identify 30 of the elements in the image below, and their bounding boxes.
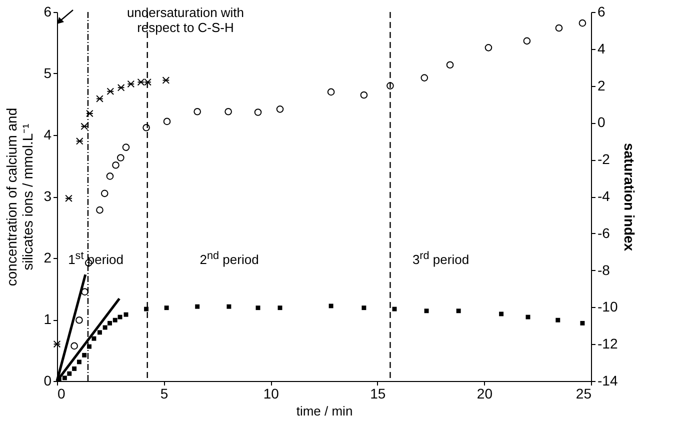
- y-tick-label: 6: [44, 4, 52, 20]
- y2-tick-label: -8: [598, 262, 610, 278]
- y-tick-label: 4: [44, 126, 52, 142]
- y-tick-label: 0: [44, 372, 52, 388]
- y2-tick-label: -4: [598, 188, 610, 204]
- y2-tick-label: -2: [598, 151, 610, 168]
- y-tick-label: 5: [44, 65, 52, 81]
- x-tick-label: 15: [370, 386, 386, 402]
- x-tick-label: 0: [58, 386, 66, 402]
- y-tick-label: 3: [44, 188, 52, 204]
- y2-tick-label: 2: [598, 77, 606, 94]
- y2-tick-label: 0: [598, 114, 606, 130]
- x-tick-label: 20: [476, 386, 493, 402]
- annotation: 2$^{nd}$ period: [200, 248, 259, 268]
- y2-tick-label: -6: [598, 224, 610, 241]
- annotation: undersaturation with respect to C-S-H: [126, 4, 246, 35]
- y2-tick-label: 4: [598, 40, 606, 56]
- y2-tick-label: -12: [598, 336, 618, 352]
- y-tick-label: 1: [44, 311, 52, 327]
- x-tick-label: 10: [263, 386, 280, 402]
- x-tick-label: 5: [160, 386, 168, 402]
- annotation: 3$^{rd}$ period: [412, 248, 470, 268]
- y2-tick-label: -10: [598, 298, 618, 315]
- x-axis-title: time / min: [296, 404, 353, 418]
- y2-axis-title: saturation index: [622, 142, 638, 252]
- y2-tick-label: -14: [598, 372, 618, 388]
- y-tick-label: 2: [44, 250, 52, 266]
- x-tick-label: 25: [576, 386, 592, 402]
- y-axis-title: concentration of calcium and silicates ions / mmol.L⁻¹: [4, 108, 36, 286]
- y2-tick-label: 6: [598, 4, 606, 20]
